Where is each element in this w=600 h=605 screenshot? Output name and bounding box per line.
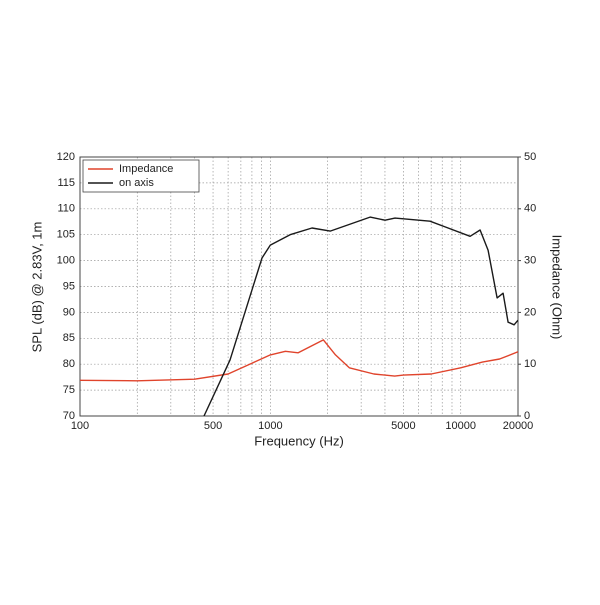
x-tick-label: 10000 <box>445 420 476 432</box>
y2-tick-label: 30 <box>524 255 536 267</box>
y-tick-label: 100 <box>57 255 75 267</box>
y-tick-label: 80 <box>63 358 75 370</box>
legend-label: Impedance <box>119 163 173 175</box>
x-tick-label: 5000 <box>391 420 415 432</box>
y-tick-label: 115 <box>57 177 75 189</box>
y-tick-label: 95 <box>63 280 75 292</box>
x-tick-label: 20000 <box>503 420 534 432</box>
legend-box <box>82 159 200 193</box>
plot-frame <box>79 156 519 417</box>
y-axis-label: SPL (dB) @ 2.83V, 1m <box>29 222 44 353</box>
y-tick-label: 70 <box>63 410 75 422</box>
y2-tick-label: 40 <box>524 203 536 215</box>
y-tick-label: 110 <box>57 203 75 215</box>
y-tick-label: 90 <box>63 306 75 318</box>
y2-tick-label: 0 <box>524 410 530 422</box>
y2-axis-label: Impedance (Ohm) <box>550 235 565 340</box>
x-axis-label: Frequency (Hz) <box>254 433 344 448</box>
x-tick-label: 100 <box>71 420 89 432</box>
y2-tick-label: 10 <box>524 358 536 370</box>
legend-label: on axis <box>119 177 154 189</box>
y-tick-label: 105 <box>57 229 75 241</box>
y2-tick-label: 20 <box>524 306 536 318</box>
y2-tick-label: 50 <box>524 151 536 163</box>
y-tick-label: 85 <box>63 332 75 344</box>
y-tick-label: 120 <box>57 151 75 163</box>
series-line <box>203 216 518 416</box>
y-tick-label: 75 <box>63 384 75 396</box>
series-line <box>80 339 518 382</box>
x-tick-label: 500 <box>204 420 222 432</box>
x-tick-label: 1000 <box>258 420 282 432</box>
